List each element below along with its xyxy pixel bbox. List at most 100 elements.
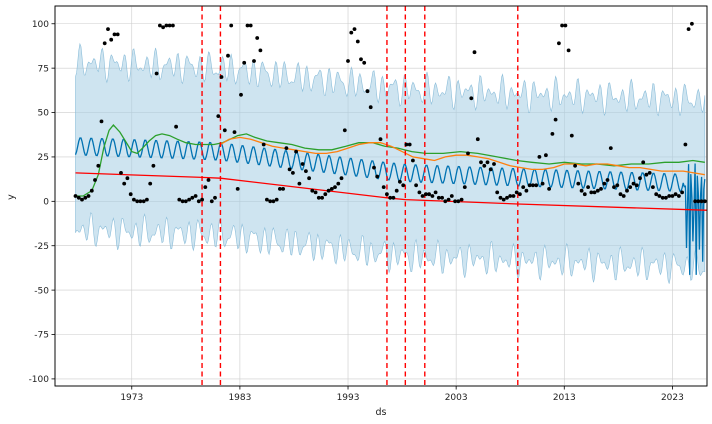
observed-point <box>89 188 94 193</box>
observed-point <box>488 167 493 172</box>
observed-point <box>248 23 253 28</box>
observed-point <box>329 187 334 191</box>
observed-point <box>667 194 672 198</box>
observed-point <box>628 185 633 190</box>
observed-point <box>209 199 214 204</box>
observed-point <box>501 197 506 202</box>
y-axis: -100 -75 -50 -25 0 25 50 75 100 <box>29 20 55 385</box>
observed-point <box>550 132 555 136</box>
observed-point <box>498 195 503 200</box>
observed-point <box>313 190 318 195</box>
x-tick-label: 2003 <box>445 393 468 403</box>
observed-point <box>268 199 273 204</box>
observed-point <box>553 117 558 122</box>
observed-point <box>261 142 266 147</box>
observed-point <box>690 21 694 26</box>
observed-point <box>203 185 208 190</box>
observed-point <box>167 23 172 28</box>
observed-point <box>475 137 480 142</box>
observed-point <box>453 199 457 204</box>
x-tick-label: 1983 <box>228 393 251 403</box>
observed-point <box>206 178 211 182</box>
observed-point <box>83 195 88 200</box>
y-tick-label: -75 <box>34 331 49 341</box>
observed-point <box>388 195 393 200</box>
observed-point <box>372 165 376 170</box>
observed-point <box>232 130 237 135</box>
observed-point <box>521 185 526 190</box>
series-lines <box>75 124 705 197</box>
observed-point <box>605 178 610 182</box>
observed-point <box>414 183 418 188</box>
x-tick-label: 2013 <box>553 393 576 403</box>
observed-point <box>385 192 389 197</box>
observed-point <box>183 199 188 204</box>
observed-point <box>294 149 298 154</box>
observed-point <box>664 195 668 200</box>
uncertainty-band <box>75 42 706 284</box>
observed-point <box>190 195 195 200</box>
y-tick-label: -50 <box>34 286 49 296</box>
observed-point <box>456 199 461 204</box>
observed-point <box>307 176 311 181</box>
observed-point <box>407 142 412 147</box>
observed-point <box>242 60 247 65</box>
x-axis-label: ds <box>376 407 387 418</box>
observed-point <box>560 23 564 28</box>
observed-point <box>180 199 185 204</box>
observed-point <box>462 185 467 190</box>
observed-point <box>657 194 662 198</box>
observed-point <box>252 59 256 63</box>
observed-point <box>618 192 623 197</box>
observed-point <box>540 181 545 186</box>
observed-point <box>511 194 516 198</box>
observed-point <box>485 160 490 165</box>
observed-point <box>219 75 224 79</box>
observed-point <box>466 151 470 156</box>
observed-point <box>595 188 600 193</box>
observed-point <box>696 199 701 204</box>
observed-point <box>573 163 577 168</box>
observed-point <box>654 192 659 197</box>
uncertainty-band-area <box>75 42 706 284</box>
observed-point <box>274 197 279 202</box>
observed-point <box>297 181 302 186</box>
observed-point <box>368 105 373 110</box>
series-line <box>75 124 705 197</box>
observed-point <box>518 192 522 197</box>
observed-point <box>122 181 127 186</box>
observed-point <box>381 185 386 190</box>
observed-point <box>566 48 571 53</box>
y-tick-label: 25 <box>38 153 49 163</box>
observed-point <box>128 192 133 197</box>
observed-point <box>226 53 230 58</box>
observed-point <box>673 192 678 197</box>
observed-point <box>436 195 441 200</box>
observed-point <box>472 50 477 55</box>
observed-point <box>171 23 175 28</box>
y-tick-label: 75 <box>38 64 49 74</box>
observed-point <box>278 187 282 191</box>
observed-point <box>115 32 120 37</box>
observed-point <box>411 158 415 163</box>
observed-point <box>612 185 616 190</box>
observed-point <box>154 71 159 76</box>
observed-point <box>99 119 104 124</box>
observed-point <box>106 27 110 31</box>
y-tick-label: 50 <box>38 109 50 119</box>
observed-point <box>80 197 84 202</box>
observed-point <box>304 169 308 174</box>
observed-point <box>96 163 101 168</box>
observed-point <box>109 37 114 42</box>
observed-point <box>391 195 396 200</box>
observed-point <box>235 187 240 191</box>
observed-point <box>125 176 130 181</box>
observed-point <box>229 23 234 28</box>
observed-point <box>531 183 535 188</box>
observed-point <box>440 195 444 200</box>
observed-point <box>255 36 260 40</box>
observed-point <box>420 194 425 198</box>
observed-point <box>339 176 344 181</box>
observed-point <box>141 199 146 204</box>
